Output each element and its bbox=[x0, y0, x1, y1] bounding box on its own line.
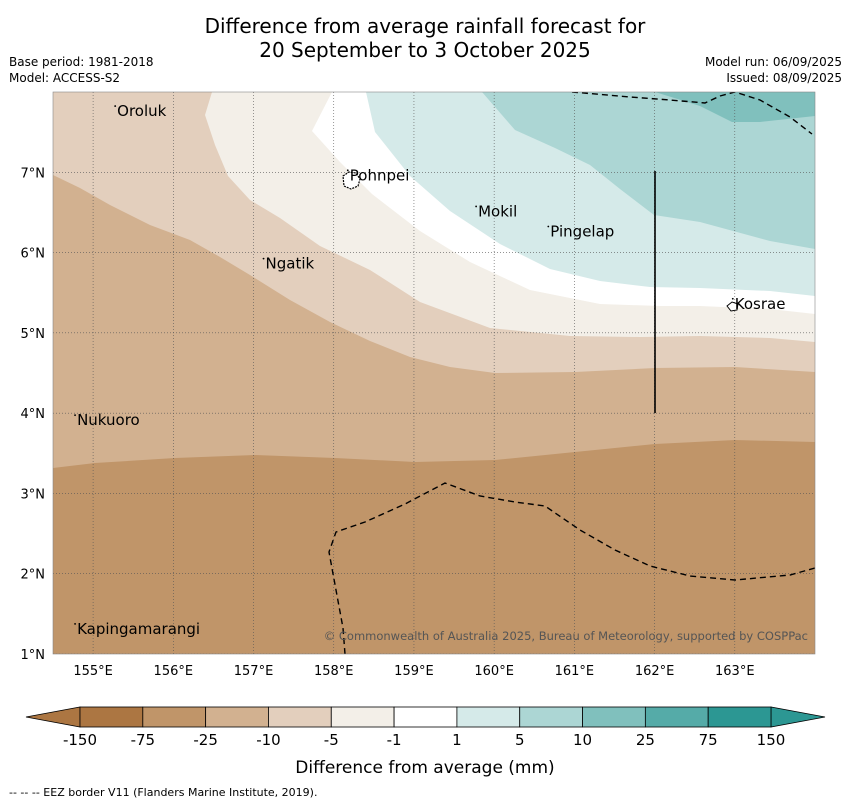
lon-tick-label: 160°E bbox=[474, 664, 514, 679]
model-run-text: Model run: 06/09/2025 bbox=[704, 55, 842, 69]
lat-tick-label: 3°N bbox=[21, 487, 46, 502]
place-label: Pingelap bbox=[550, 223, 614, 241]
place-marker bbox=[262, 257, 265, 260]
place-marker bbox=[346, 169, 349, 172]
lon-tick-label: 157°E bbox=[234, 664, 274, 679]
place-label: Nukuoro bbox=[77, 411, 140, 429]
legend-swatch bbox=[456, 706, 521, 728]
legend-tick-label: -1 bbox=[387, 731, 402, 749]
title-line-2: 20 September to 3 October 2025 bbox=[259, 38, 591, 62]
lon-tick-label: 162°E bbox=[635, 664, 675, 679]
map-title: Difference from average rainfall forecas… bbox=[0, 14, 850, 62]
legend-tick-label: 75 bbox=[699, 731, 718, 749]
lon-tick-label: 158°E bbox=[314, 664, 354, 679]
place-labels: Oroluk Pohnpei Mokil Pingelap Ngatik Kosrae Nu… bbox=[74, 102, 785, 638]
lat-tick-label: 5°N bbox=[21, 327, 46, 342]
title-line-1: Difference from average rainfall forecas… bbox=[204, 14, 646, 38]
place-marker bbox=[74, 414, 76, 417]
legend-tick-label: 5 bbox=[515, 731, 525, 749]
place-label: Oroluk bbox=[117, 102, 166, 120]
legend-swatch bbox=[393, 706, 458, 728]
lat-tick-label: 4°N bbox=[21, 407, 46, 422]
model-text: Model: ACCESS-S2 bbox=[9, 71, 121, 85]
legend-tick-label: -10 bbox=[256, 731, 281, 749]
lon-tick-label: 155°E bbox=[73, 664, 113, 679]
legend-tick-label: -150 bbox=[63, 731, 97, 749]
pohnpei-island bbox=[342, 171, 361, 190]
place-marker bbox=[731, 297, 734, 300]
legend-tick-label: 150 bbox=[757, 731, 786, 749]
eez-border-north bbox=[571, 92, 813, 135]
place-label: Ngatik bbox=[266, 255, 315, 273]
legend-extend-low bbox=[25, 706, 81, 728]
model-info: Base period: 1981-2018 Model: ACCESS-S2 bbox=[9, 54, 154, 86]
place-label: Mokil bbox=[478, 202, 517, 220]
legend-tick-label: 1 bbox=[452, 731, 462, 749]
lon-tick-label: 159°E bbox=[394, 664, 434, 679]
legend-tick-label: -75 bbox=[131, 731, 156, 749]
copyright-credit: © Commonwealth of Australia 2025, Bureau… bbox=[324, 629, 808, 643]
longitude-axis: 155°E 156°E 157°E 158°E 159°E 160°E 161°E 162°E… bbox=[73, 664, 754, 679]
legend-tick-label: 10 bbox=[573, 731, 592, 749]
region-wet-light bbox=[482, 92, 815, 249]
legend-swatch bbox=[205, 706, 269, 728]
lat-tick-label: 7°N bbox=[21, 166, 46, 181]
lon-tick-label: 156°E bbox=[154, 664, 194, 679]
legend-swatch bbox=[268, 706, 332, 728]
map-frame bbox=[52, 91, 816, 655]
legend-swatch bbox=[79, 706, 144, 728]
lat-tick-label: 1°N bbox=[21, 648, 46, 663]
place-marker bbox=[547, 225, 550, 228]
legend-tick-label: 25 bbox=[636, 731, 655, 749]
eez-footnote: -- -- -- EEZ border V11 (Flanders Marine… bbox=[9, 786, 318, 799]
lat-tick-label: 2°N bbox=[21, 568, 46, 583]
latitude-axis: 1°N 2°N 3°N 4°N 5°N 6°N 7°N bbox=[21, 166, 46, 663]
legend-label: Difference from average (mm) bbox=[295, 758, 554, 778]
base-period-text: Base period: 1981-2018 bbox=[9, 55, 154, 69]
run-info: Model run: 06/09/2025 Issued: 08/09/2025 bbox=[705, 54, 842, 86]
legend-swatch bbox=[142, 706, 207, 728]
lon-tick-label: 163°E bbox=[715, 664, 755, 679]
legend-swatch bbox=[519, 706, 583, 728]
color-legend: -150 -75 -25 -10 -5 -1 1 5 10 25 75 150 bbox=[25, 706, 826, 749]
legend-swatch bbox=[707, 706, 772, 728]
legend-swatch bbox=[644, 706, 709, 728]
map-area bbox=[53, 92, 815, 654]
place-label: Pohnpei bbox=[350, 166, 410, 184]
place-marker bbox=[114, 105, 117, 107]
place-marker bbox=[74, 623, 76, 625]
place-marker bbox=[475, 205, 478, 208]
legend-extend-high bbox=[770, 706, 826, 728]
kosrae-island bbox=[726, 301, 739, 312]
legend-tick-label: -25 bbox=[193, 731, 218, 749]
lat-tick-label: 6°N bbox=[21, 247, 46, 262]
legend-tick-label: -5 bbox=[324, 731, 339, 749]
lon-tick-label: 161°E bbox=[555, 664, 595, 679]
issued-text: Issued: 08/09/2025 bbox=[726, 71, 842, 85]
legend-swatch bbox=[330, 706, 395, 728]
legend-swatch bbox=[582, 706, 646, 728]
place-label: Kosrae bbox=[735, 295, 786, 313]
place-label: Kapingamarangi bbox=[77, 620, 200, 638]
